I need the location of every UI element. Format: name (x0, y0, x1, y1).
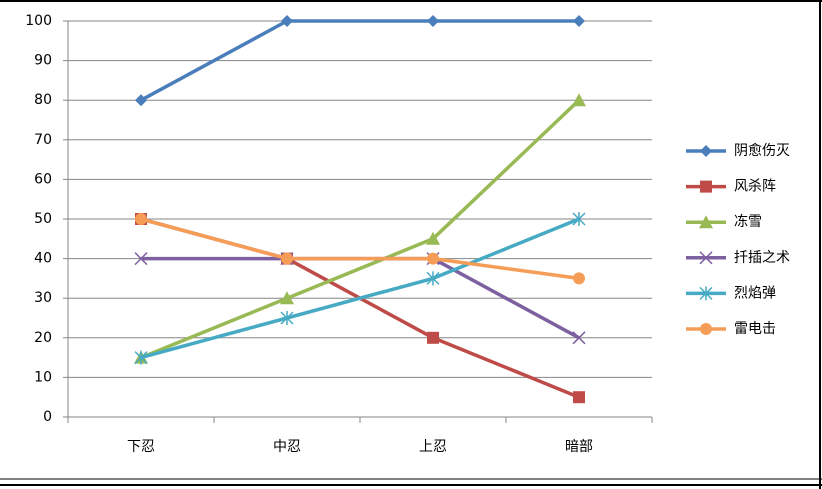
data-point (134, 252, 148, 266)
legend-label: 风杀阵 (734, 179, 776, 195)
x-tick-label: 上忍 (419, 439, 447, 455)
y-tick-label: 100 (25, 13, 52, 29)
x-tick-label: 中忍 (273, 439, 301, 455)
legend-marker (699, 251, 713, 265)
data-point (427, 15, 439, 27)
series-line (140, 217, 580, 281)
legend-label: 扦插之术 (734, 250, 790, 266)
data-point (426, 271, 440, 286)
legend-marker (700, 145, 712, 157)
data-point (281, 252, 293, 265)
legend-marker (700, 180, 712, 193)
legend-marker (699, 215, 713, 229)
y-tick-label: 60 (34, 171, 52, 187)
x-tick-label: 暗部 (565, 439, 593, 455)
y-tick-label: 70 (34, 132, 52, 148)
legend-label: 雷电击 (734, 321, 776, 337)
y-tick-label: 50 (34, 211, 52, 227)
x-tick-label: 下忍 (127, 439, 155, 455)
series-line (140, 217, 580, 360)
data-point (135, 94, 147, 107)
series-line (140, 19, 579, 102)
y-tick-label: 10 (34, 369, 52, 385)
y-tick-label: 80 (34, 92, 52, 108)
data-point (280, 291, 294, 305)
data-point (427, 331, 439, 344)
data-point (134, 350, 148, 365)
y-tick-label: 20 (34, 330, 52, 346)
y-tick-label: 40 (34, 251, 52, 267)
legend-label: 烈焰弹 (734, 285, 776, 301)
data-point (280, 311, 294, 325)
data-point (572, 212, 586, 226)
legend-label: 冻雪 (734, 213, 762, 230)
y-tick-label: 30 (34, 290, 52, 306)
data-point (573, 391, 585, 404)
legend-marker (700, 323, 712, 335)
data-point (572, 93, 586, 107)
series-line (140, 98, 581, 360)
data-point (427, 252, 439, 265)
data-point (572, 331, 586, 345)
y-tick-label: 90 (34, 53, 52, 69)
legend-marker (699, 286, 713, 301)
y-tick-label: 0 (43, 409, 52, 425)
data-point (573, 15, 585, 27)
data-point (573, 272, 585, 285)
data-point (135, 213, 147, 225)
legend-label: 阴愈伤灭 (734, 143, 790, 159)
data-point (281, 15, 293, 27)
data-point (426, 231, 440, 245)
